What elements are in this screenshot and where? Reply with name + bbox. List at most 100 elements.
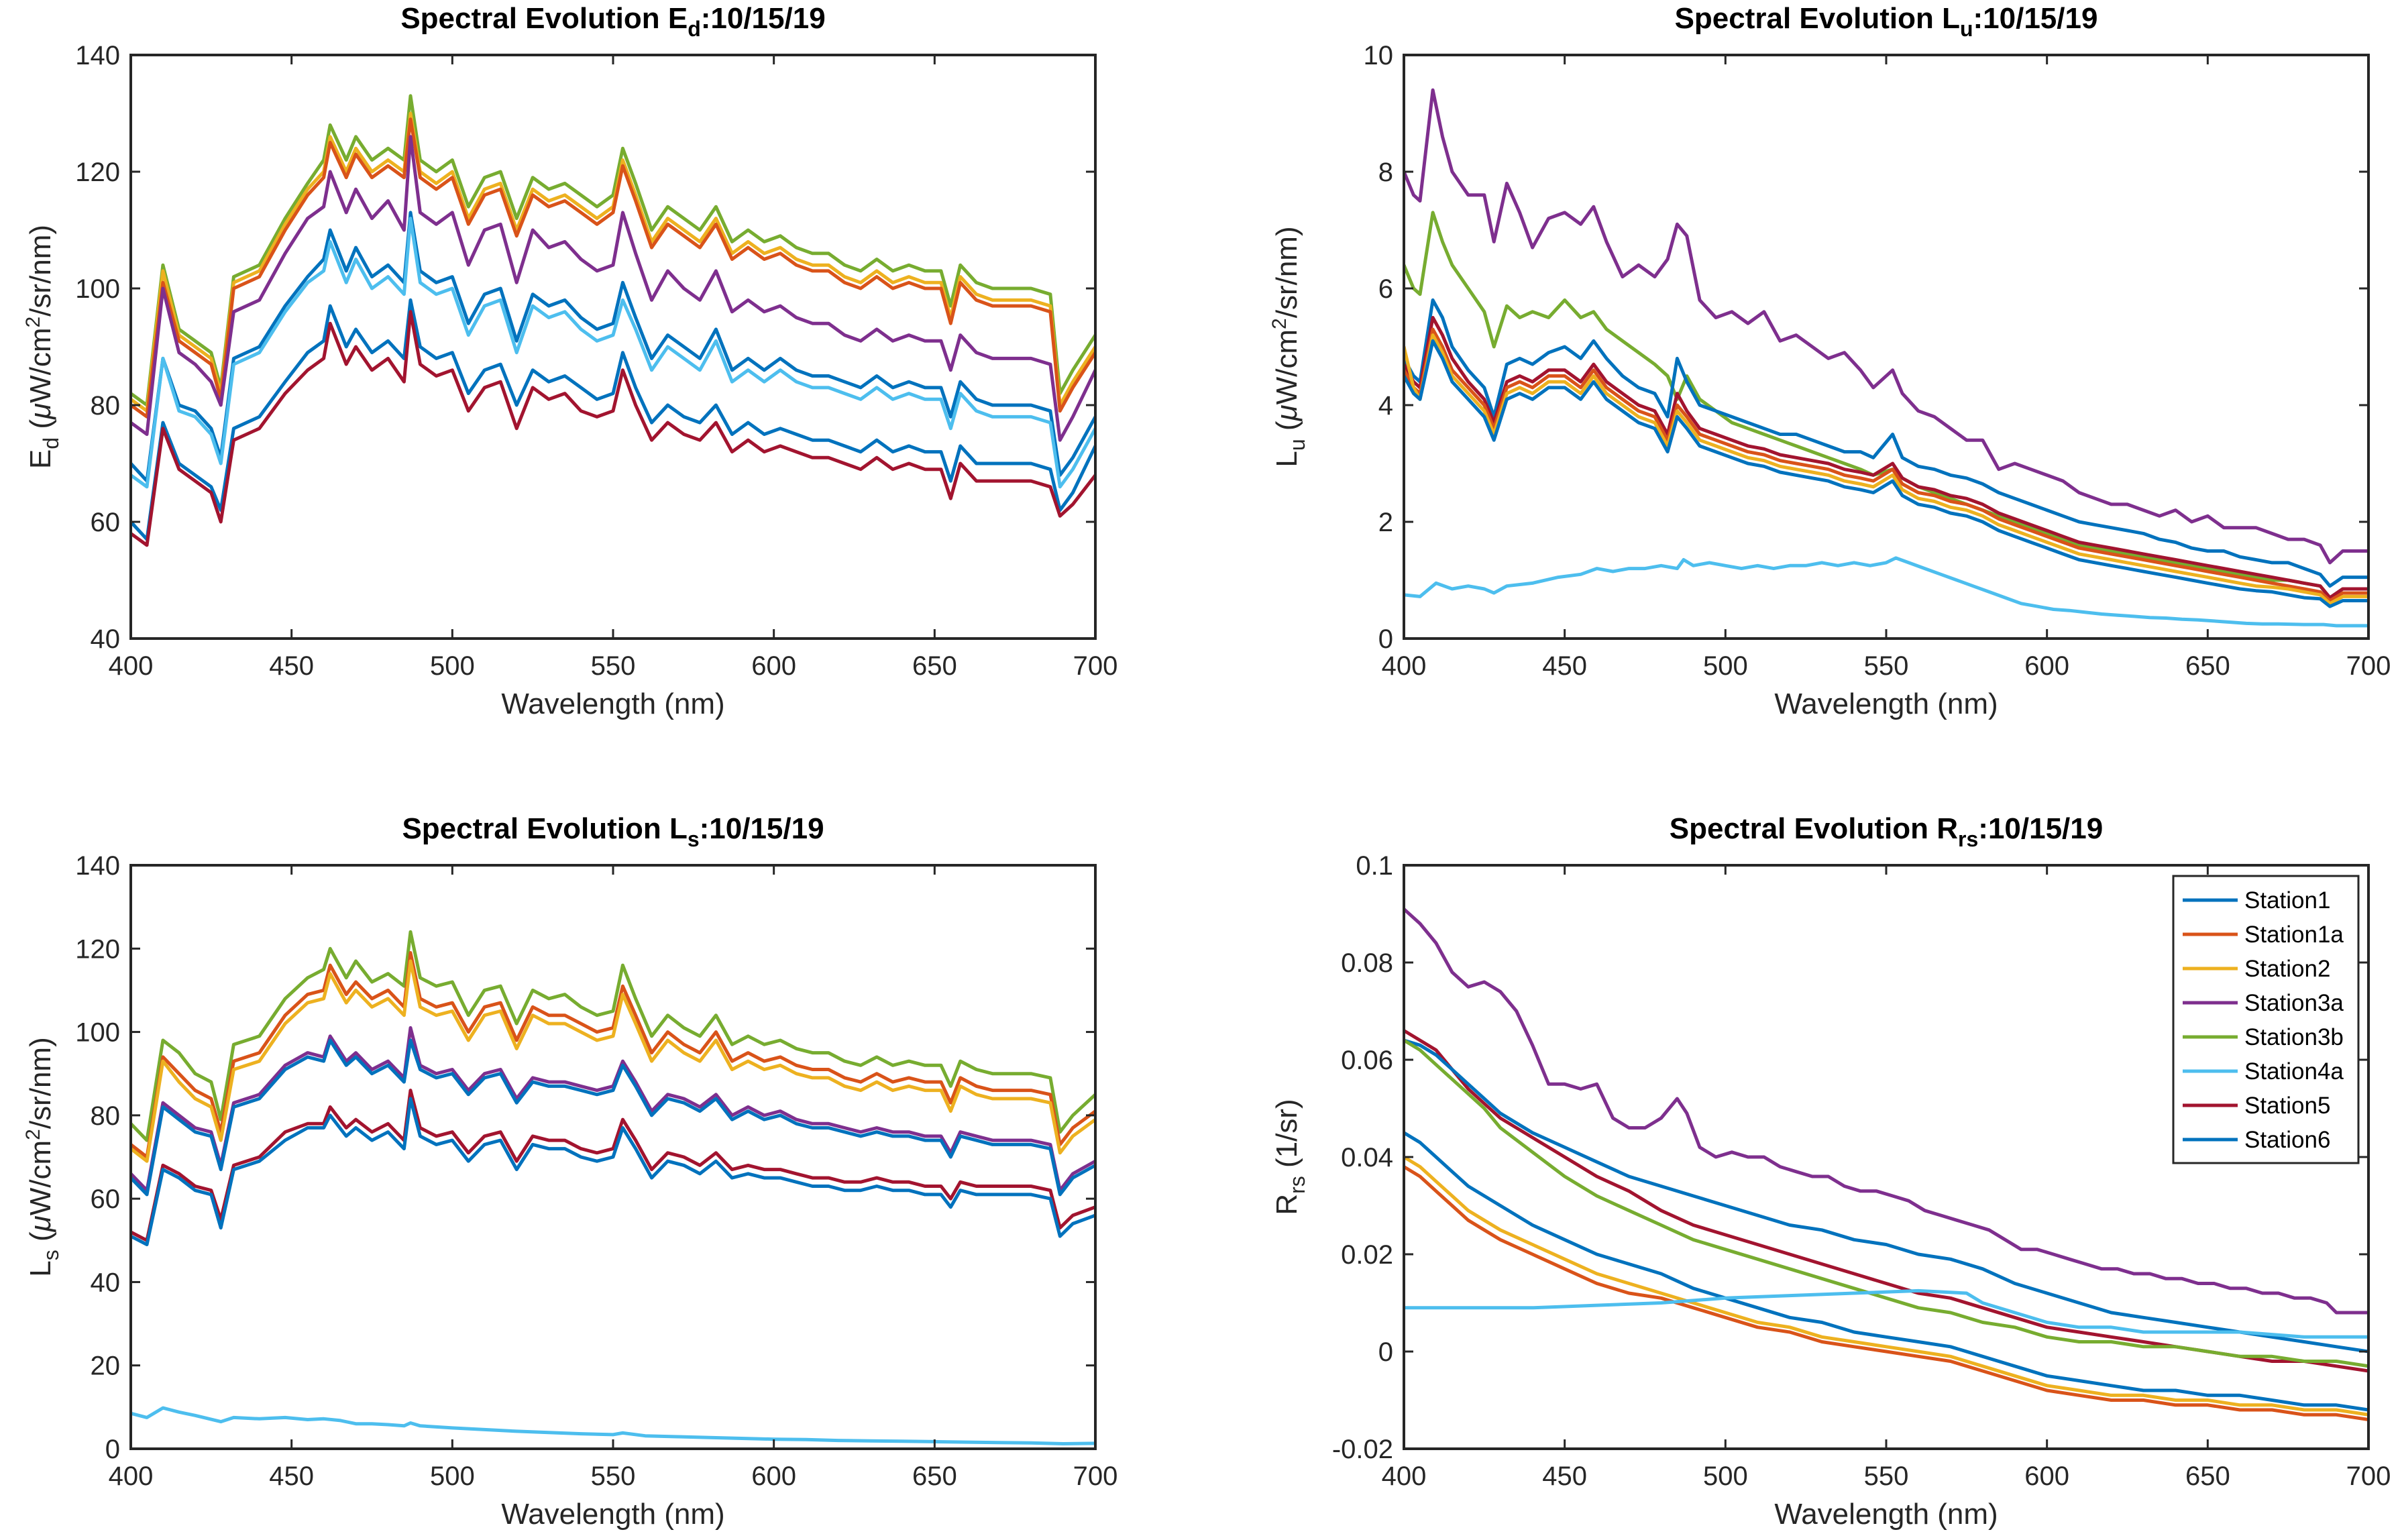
y-tick-label: 100 [75, 1018, 120, 1048]
x-tick-label: 500 [430, 651, 475, 681]
y-tick-label: 0.1 [1356, 851, 1393, 881]
y-tick-label: -0.02 [1332, 1435, 1393, 1464]
y-tick-label: 8 [1378, 158, 1393, 187]
series-line-station1 [131, 211, 1095, 483]
series-group [1404, 907, 2368, 1421]
x-tick-label: 700 [2346, 651, 2391, 681]
series-line-station6 [131, 298, 1095, 541]
series-group [131, 930, 1095, 1445]
y-axis-label: Ed (μW/cm2/sr/nm) [22, 225, 63, 469]
x-axis-label: Wavelength (nm) [1774, 688, 1998, 720]
y-tick-label: 60 [91, 508, 121, 537]
series-line-station2 [131, 959, 1095, 1163]
y-axis-label: Rrs (1/sr) [1270, 1099, 1309, 1215]
series-line-station1a [1404, 327, 2368, 602]
chart-title: Spectral Evolution Ls:10/15/19 [402, 812, 824, 851]
chart-title: Spectral Evolution Ed:10/15/19 [400, 2, 825, 41]
x-tick-label: 600 [751, 651, 796, 681]
y-tick-label: 100 [75, 274, 120, 304]
legend-label: Station3a [2244, 990, 2344, 1016]
y-tick-label: 40 [91, 624, 121, 654]
y-tick-label: 20 [91, 1352, 121, 1381]
x-tick-label: 500 [1703, 1462, 1748, 1491]
x-tick-label: 600 [2024, 651, 2069, 681]
y-tick-label: 10 [1364, 41, 1394, 70]
legend-label: Station5 [2244, 1093, 2330, 1119]
y-tick-label: 2 [1378, 508, 1393, 537]
y-tick-label: 0 [1378, 624, 1393, 654]
panels: 400 450 500 550 600 650 700406080100120140Spec… [22, 2, 2391, 1531]
y-tick-label: 80 [91, 391, 121, 421]
x-tick-label: 650 [2185, 1462, 2230, 1491]
chart-panel-3: 400 450 500 550 600 650 700 0 20 40 60 80 100 120 140 S… [22, 812, 1117, 1531]
legend-label: Station3b [2244, 1024, 2344, 1050]
y-tick-label: 0.06 [1341, 1046, 1393, 1075]
y-tick-label: 0 [1378, 1337, 1393, 1367]
x-tick-label: 700 [2346, 1462, 2391, 1491]
chart-panel-2: 400 450 500 550 600 650 700 0 2 4 6 8 10 Spectral Evo… [1268, 2, 2391, 720]
x-tick-label: 450 [269, 651, 314, 681]
series-line-station6 [1404, 1038, 2368, 1354]
series-line-station4a [131, 217, 1095, 489]
series-line-station1 [1404, 1131, 2368, 1412]
x-tick-label: 700 [1073, 1462, 1118, 1491]
legend-entry: Station5 [2183, 1093, 2330, 1119]
x-tick-label: 450 [269, 1462, 314, 1491]
x-axis-label: Wavelength (nm) [501, 1498, 724, 1531]
series-line-station5 [131, 310, 1095, 547]
legend-label: Station2 [2244, 956, 2330, 982]
x-tick-label: 400 [1382, 651, 1427, 681]
y-tick-label: 0 [105, 1435, 120, 1464]
chart-title: Spectral Evolution Lu:10/15/19 [1675, 2, 2098, 41]
y-tick-label: 40 [91, 1268, 121, 1297]
y-tick-label: 140 [75, 41, 120, 70]
series-line-station1a [131, 117, 1095, 419]
series-line-station1 [131, 1038, 1095, 1197]
series-line-station5 [131, 1089, 1095, 1242]
x-tick-label: 650 [912, 651, 957, 681]
y-tick-label: 6 [1378, 274, 1393, 304]
series-line-station3b [1404, 1038, 2368, 1368]
series-line-station3b [131, 94, 1095, 407]
legend-entry: Station4a [2183, 1058, 2344, 1085]
x-tick-label: 700 [1073, 651, 1118, 681]
series-line-station4a [131, 1406, 1095, 1445]
y-tick-label: 0.02 [1341, 1240, 1393, 1270]
plot-area [131, 55, 1095, 639]
series-line-station3a [1404, 907, 2368, 1315]
legend-entry: Station2 [2183, 956, 2330, 982]
legend-entry: Station3a [2183, 990, 2344, 1016]
x-tick-label: 550 [591, 1462, 636, 1491]
series-group [131, 94, 1095, 547]
series-line-station3a [131, 135, 1095, 442]
series-line-station1a [1404, 1165, 2368, 1421]
series-group [1404, 88, 2368, 628]
x-tick-label: 400 [109, 1462, 154, 1491]
y-axis-label: Lu (μW/cm2/sr/nm) [1268, 226, 1309, 467]
y-axis-label: Ls (μW/cm2/sr/nm) [22, 1037, 63, 1276]
legend-label: Station1 [2244, 887, 2330, 914]
legend-label: Station4a [2244, 1058, 2344, 1085]
legend-entry: Station3b [2183, 1024, 2344, 1050]
x-tick-label: 600 [751, 1462, 796, 1491]
x-tick-label: 450 [1542, 651, 1587, 681]
series-line-station6 [131, 1097, 1095, 1246]
series-line-station2 [1404, 1155, 2368, 1417]
x-tick-label: 550 [1864, 651, 1909, 681]
legend-label: Station1a [2244, 922, 2344, 948]
series-line-station2 [1404, 333, 2368, 606]
chart-title: Spectral Evolution Rrs:10/15/19 [1670, 812, 2103, 851]
y-tick-label: 60 [91, 1185, 121, 1214]
y-tick-label: 140 [75, 851, 120, 881]
x-tick-label: 500 [1703, 651, 1748, 681]
x-tick-label: 550 [591, 651, 636, 681]
series-line-station4a [1404, 556, 2368, 628]
chart-panel-1: 400 450 500 550 600 650 700 40 60 80 100 120 140 Spec… [22, 2, 1117, 720]
y-tick-label: 4 [1378, 391, 1393, 421]
x-tick-label: 400 [109, 651, 154, 681]
x-tick-label: 650 [2185, 651, 2230, 681]
x-tick-label: 600 [2024, 1462, 2069, 1491]
x-tick-label: 400 [1382, 1462, 1427, 1491]
chart-panel-4: 400 450 500 550 600 650 700 -0.02 0 0.02 0.04 0.06 0… [1270, 812, 2391, 1531]
